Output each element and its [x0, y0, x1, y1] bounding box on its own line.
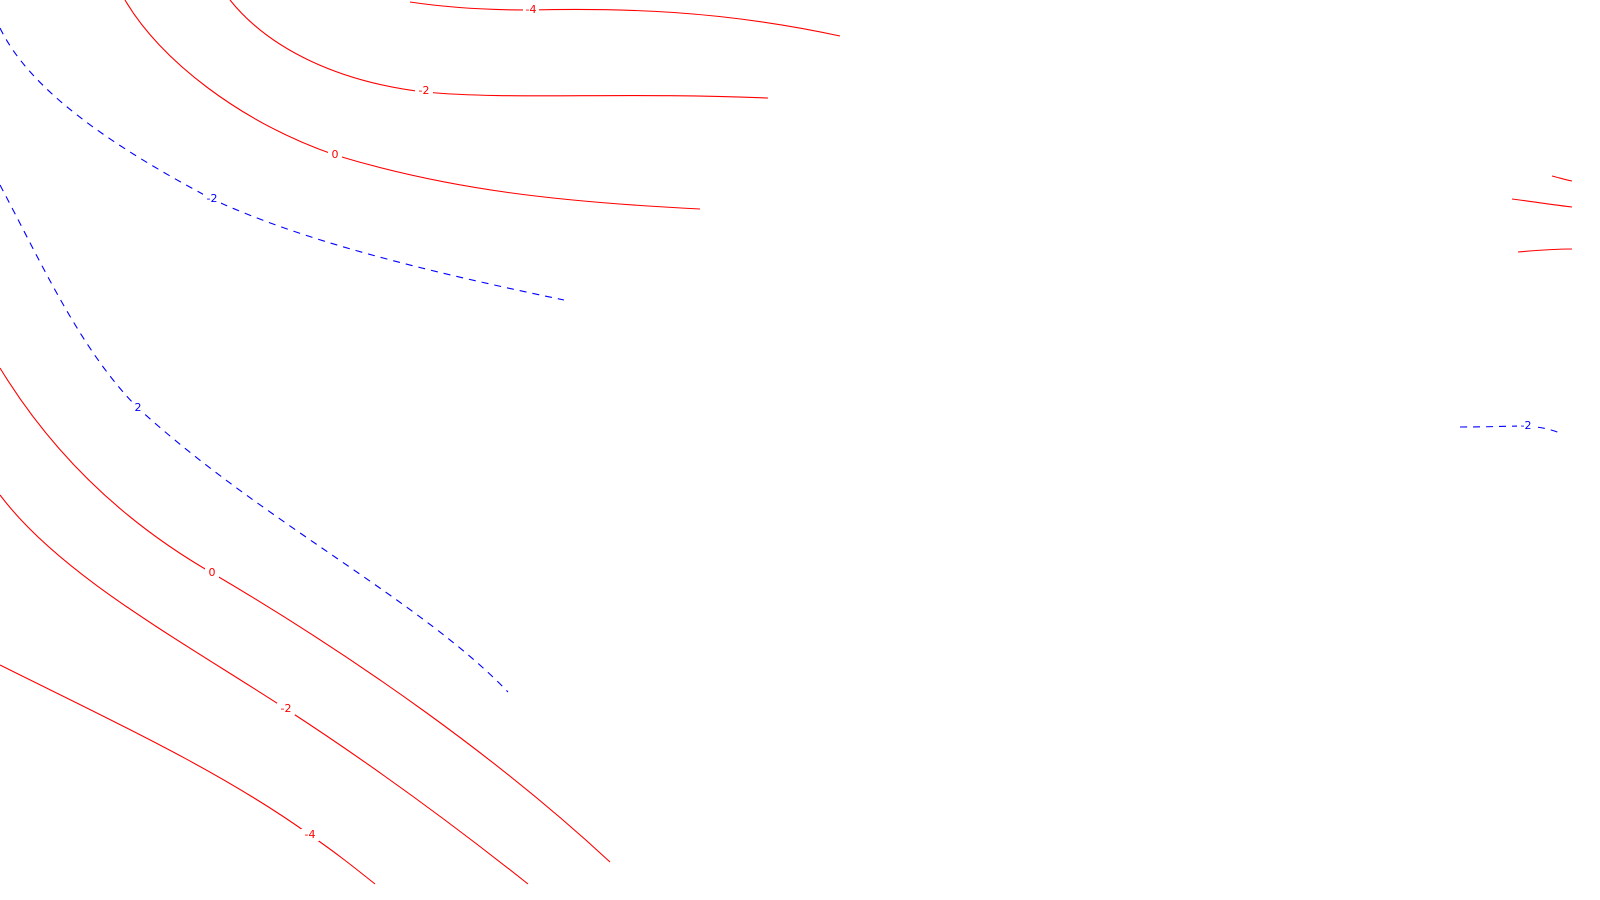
contour-line-left-neg4: -4 [0, 664, 376, 885]
contour-label: -2 [1521, 419, 1532, 432]
contour-path [0, 184, 509, 693]
contour-line-top-neg2: -2 [229, 0, 769, 99]
contour-line-left-dashed-2: 2 [0, 184, 509, 693]
contour-path [0, 27, 565, 301]
contour-label: -2 [419, 84, 430, 97]
contour-line-left-neg2: -2 [0, 494, 529, 885]
contour-line-right-fragment-1 [1551, 175, 1573, 182]
contour-label: -4 [526, 3, 537, 16]
contour-label: -4 [305, 828, 316, 841]
contour-label: 0 [332, 148, 339, 161]
contour-line-right-dashed-neg2: -2 [1459, 419, 1561, 434]
contour-line-right-fragment-3 [1517, 248, 1573, 253]
contour-label: -2 [207, 192, 218, 205]
contour-path [409, 1, 841, 37]
contour-label: -2 [281, 702, 292, 715]
contour-path [1517, 248, 1573, 253]
contour-label: 0 [209, 566, 216, 579]
contour-path [0, 664, 376, 885]
contour-path [1551, 175, 1573, 182]
contour-path [124, 0, 701, 210]
contour-line-top-dashed-neg2: -2 [0, 27, 565, 301]
contour-label: 2 [135, 401, 142, 414]
contour-line-right-fragment-2 [1511, 198, 1573, 208]
contour-line-top-0: 0 [124, 0, 701, 210]
contour-path [1511, 198, 1573, 208]
contour-line-left-0: 0 [0, 367, 611, 863]
contour-path [0, 367, 611, 863]
contour-line-top-neg4: -4 [409, 1, 841, 37]
